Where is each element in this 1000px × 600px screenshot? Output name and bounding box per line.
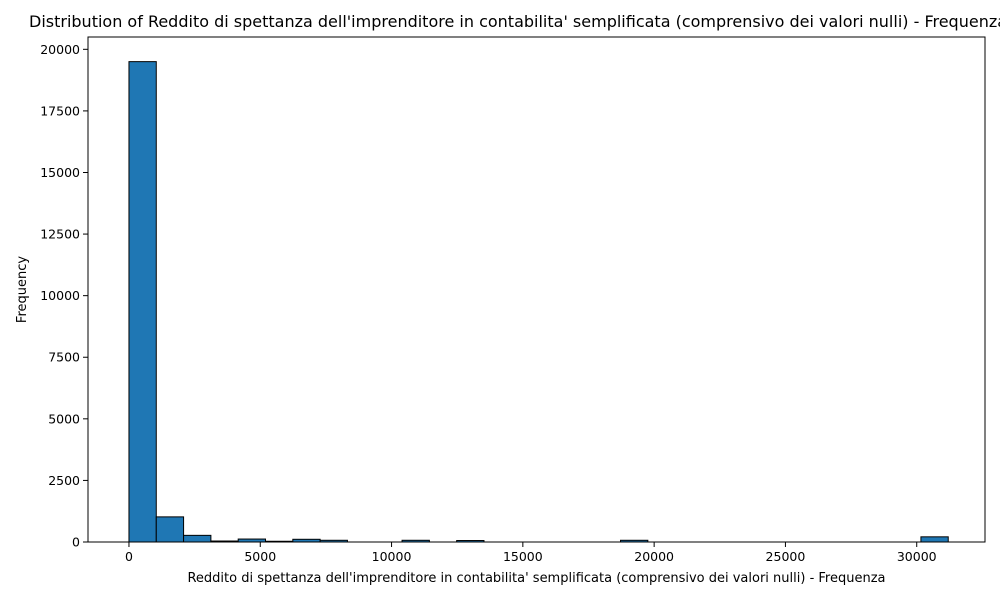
chart-title: Distribution of Reddito di spettanza del…	[29, 12, 1000, 31]
y-tick-label: 7500	[48, 350, 80, 365]
y-tick-label: 2500	[48, 473, 80, 488]
x-tick-label: 10000	[372, 549, 412, 564]
x-tick-label: 5000	[244, 549, 276, 564]
histogram-bar-2	[183, 534, 212, 543]
y-tick-label: 17500	[40, 103, 80, 118]
plot-area-frame	[87, 36, 986, 543]
x-tick-label: 25000	[766, 549, 806, 564]
y-tick-label: 20000	[40, 42, 80, 57]
x-axis-ticks: 0 5000 10000 15000 20000 25000 30000	[125, 542, 937, 564]
x-axis-label: Reddito di spettanza dell'imprenditore i…	[187, 571, 885, 586]
histogram-bar-11	[920, 536, 949, 543]
histogram-bar-0	[128, 61, 157, 543]
y-tick-label: 10000	[40, 288, 80, 303]
y-tick-label: 0	[72, 535, 80, 550]
x-tick-label: 0	[125, 549, 133, 564]
y-axis-label: Frequency	[15, 256, 30, 323]
histogram-bar-1	[155, 516, 185, 543]
x-tick-label: 30000	[897, 549, 937, 564]
y-tick-label: 5000	[48, 411, 80, 426]
bars-group	[128, 61, 949, 543]
x-tick-label: 15000	[503, 549, 543, 564]
y-tick-label: 15000	[40, 165, 80, 180]
y-tick-label: 12500	[40, 227, 80, 242]
y-axis-ticks: 0 2500 5000 7500 10000 12500 15000 17500 20000	[40, 42, 88, 550]
x-tick-label: 20000	[634, 549, 674, 564]
